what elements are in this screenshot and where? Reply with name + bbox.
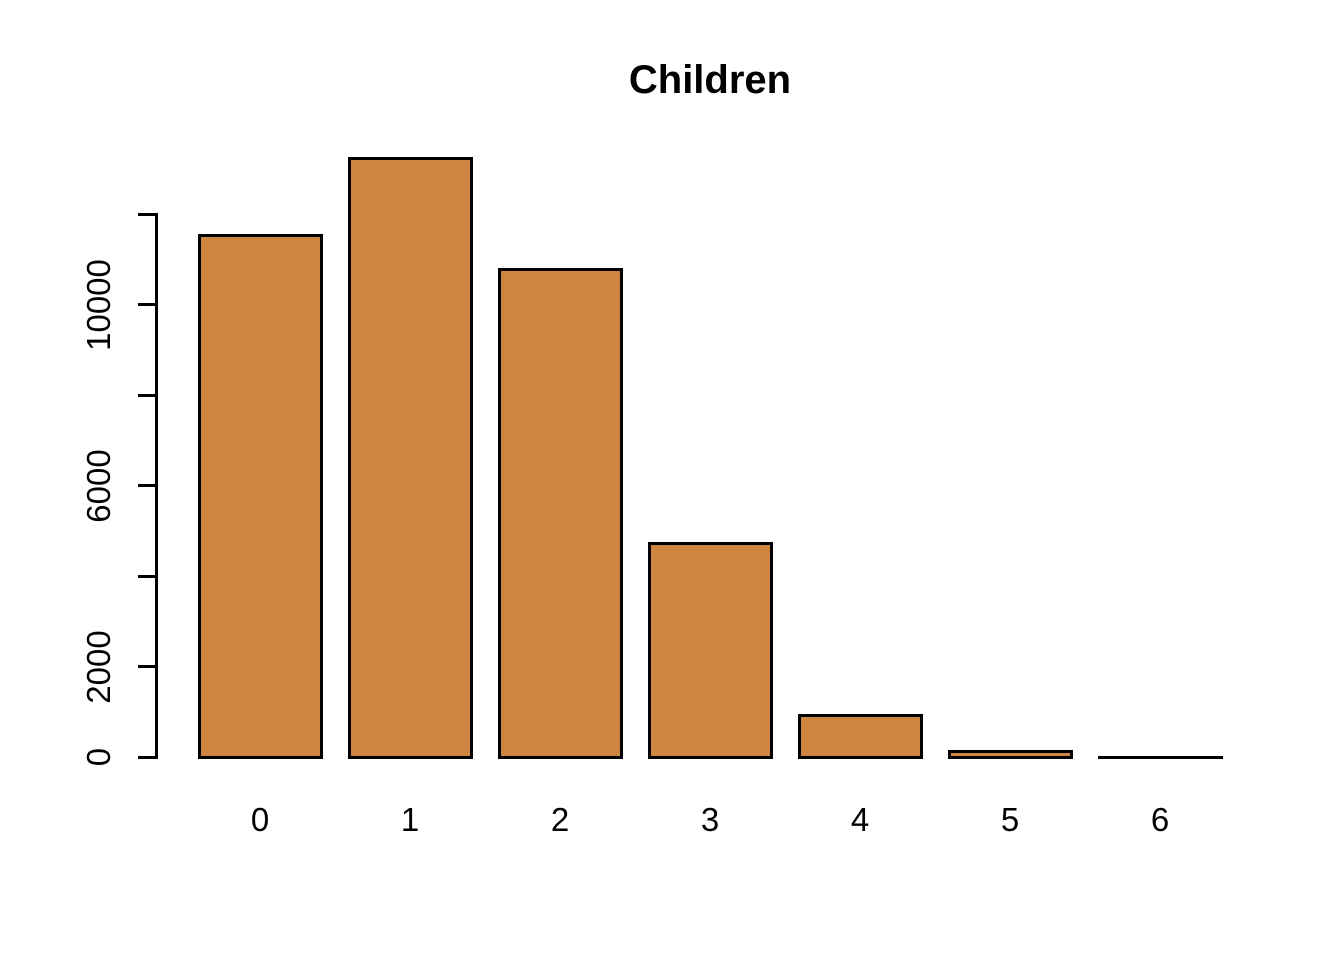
- bar-category-1: [347, 156, 473, 759]
- x-axis-label: 0: [250, 801, 270, 838]
- bar-category-6: [1097, 755, 1223, 759]
- y-axis-tick-label: 6000: [80, 448, 117, 523]
- y-axis-tick: [138, 303, 156, 306]
- x-axis-label: 2: [550, 801, 570, 838]
- bar-category-5: [947, 749, 1073, 759]
- y-axis-tick-label: 10000: [80, 258, 117, 351]
- y-axis-line: [154, 212, 158, 759]
- chart-title: Children: [628, 58, 792, 102]
- x-axis-label: 1: [400, 801, 420, 838]
- x-axis-label: 5: [1000, 801, 1020, 838]
- y-axis-tick-label: 2000: [80, 629, 117, 704]
- y-axis-tick: [138, 393, 156, 397]
- y-axis-tick: [138, 484, 156, 487]
- y-axis-tick: [138, 574, 156, 578]
- y-axis-tick: [138, 212, 156, 216]
- y-axis-tick: [138, 665, 156, 668]
- x-axis-label: 4: [850, 801, 870, 838]
- bar-category-0: [197, 233, 323, 759]
- x-axis-label: 3: [700, 801, 720, 838]
- y-axis-tick: [138, 755, 156, 759]
- bar-category-2: [497, 267, 623, 759]
- bar-category-3: [647, 541, 773, 759]
- x-axis-label: 6: [1150, 801, 1170, 838]
- bar-category-4: [797, 713, 923, 759]
